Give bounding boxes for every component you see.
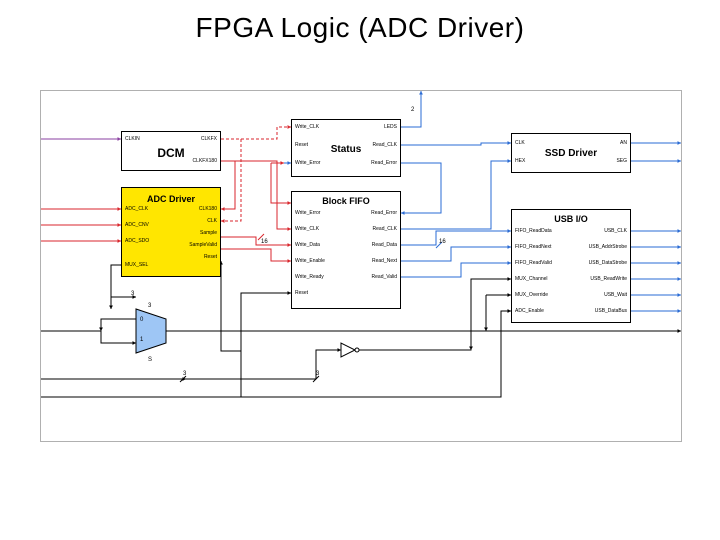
port-fifo-read_next: Read_Next	[372, 259, 397, 264]
port-fifo-write_data: Write_Data	[295, 243, 320, 248]
bus-width-label: 3	[183, 371, 186, 377]
port-usb-mux_channel: MUX_Channel	[515, 277, 548, 282]
port-dcm-clkfx: CLKFX	[201, 137, 217, 142]
port-usb-usb_readwrite: USB_ReadWrite	[590, 277, 627, 282]
port-fifo-read_clk: Read_CLK	[373, 227, 397, 232]
block-ssd-driver: SSD Driver CLK HEX AN SEG	[511, 133, 631, 173]
port-status-read_clk: Read_CLK	[373, 143, 397, 148]
port-adc-adc_cnv: ADC_CNV	[125, 223, 149, 228]
port-status-leds: LEDS	[384, 125, 397, 130]
inverter-gate	[341, 343, 361, 357]
port-usb-usb_wait: USB_Wait	[604, 293, 627, 298]
port-fifo-read_data: Read_Data	[372, 243, 397, 248]
port-adc-adc_sdo: ADC_SDO	[125, 239, 149, 244]
port-fifo-read_error: Read_Error	[371, 211, 397, 216]
port-fifo-write_error: Write_Error	[295, 211, 320, 216]
port-usb-fifo_readdata: FIFO_ReadData	[515, 229, 552, 234]
diagram-canvas: DCM CLKINCLKFXCLKFX180 ADC Driver ADC_CL…	[40, 90, 682, 442]
block-status: Status Write_CLKResetWrite_ErrorLEDSRead…	[291, 119, 401, 177]
block-dcm: DCM CLKINCLKFXCLKFX180	[121, 131, 221, 171]
port-adc-adc_clk: ADC_CLK	[125, 207, 148, 212]
port-fifo-write_enable: Write_Enable	[295, 259, 325, 264]
port-status-read_error: Read_Error	[371, 161, 397, 166]
bus-width-label: 16	[439, 239, 446, 245]
page-title: FPGA Logic (ADC Driver)	[0, 12, 720, 44]
block-adc-name: ADC Driver	[122, 194, 220, 204]
mux: 013S	[131, 299, 171, 363]
port-ssd-hex: HEX	[515, 159, 525, 164]
port-usb-adc_enable: ADC_Enable	[515, 309, 544, 314]
port-ssd-an: AN	[620, 141, 627, 146]
port-ssd-clk: CLK	[515, 141, 525, 146]
block-adc-driver: ADC Driver ADC_CLK ADC_CNV ADC_SDO MUX_SEL C…	[121, 187, 221, 277]
port-usb-usb_databus: USB_DataBus	[595, 309, 627, 314]
port-adc-clk180: CLK180	[199, 207, 217, 212]
port-usb-fifo_readnext: FIFO_ReadNext	[515, 245, 551, 250]
port-ssd-seg: SEG	[616, 159, 627, 164]
port-fifo-reset: Reset	[295, 291, 308, 296]
svg-text:3: 3	[148, 303, 152, 309]
port-status-reset: Reset	[295, 143, 308, 148]
port-usb-fifo_readvalid: FIFO_ReadValid	[515, 261, 552, 266]
port-adc-sample: Sample	[200, 231, 217, 236]
port-status-write_clk: Write_CLK	[295, 125, 319, 130]
svg-text:S: S	[148, 357, 152, 363]
port-adc-samplevalid: SampleValid	[189, 243, 217, 248]
block-ssd-name: SSD Driver	[512, 148, 630, 159]
port-fifo-write_clk: Write_CLK	[295, 227, 319, 232]
bus-width-label: 3	[316, 371, 319, 377]
bus-width-label: 16	[261, 239, 268, 245]
port-usb-mux_override: MUX_Override	[515, 293, 548, 298]
port-usb-usb_clk: USB_CLK	[604, 229, 627, 234]
port-adc-reset: Reset	[204, 255, 217, 260]
port-usb-usb_addrstrobe: USB_AddrStrobe	[589, 245, 627, 250]
port-fifo-write_ready: Write_Ready	[295, 275, 324, 280]
bus-width-label: 2	[411, 107, 414, 113]
block-fifo-name: Block FIFO	[292, 196, 400, 206]
block-usb-name: USB I/O	[512, 214, 630, 224]
port-dcm-clkin: CLKIN	[125, 137, 140, 142]
block-usb-io: USB I/O FIFO_ReadData FIFO_ReadNext FIFO_R…	[511, 209, 631, 323]
port-adc-mux_sel: MUX_SEL	[125, 263, 148, 268]
port-fifo-read_valid: Read_Valid	[372, 275, 397, 280]
bus-width-label: 3	[131, 291, 134, 297]
port-usb-usb_datastrobe: USB_DataStrobe	[589, 261, 627, 266]
block-fifo: Block FIFO Write_Error Write_CLK Write_Dat…	[291, 191, 401, 309]
port-adc-clk: CLK	[207, 219, 217, 224]
port-status-write_error: Write_Error	[295, 161, 320, 166]
port-dcm-clkfx180: CLKFX180	[193, 159, 217, 164]
